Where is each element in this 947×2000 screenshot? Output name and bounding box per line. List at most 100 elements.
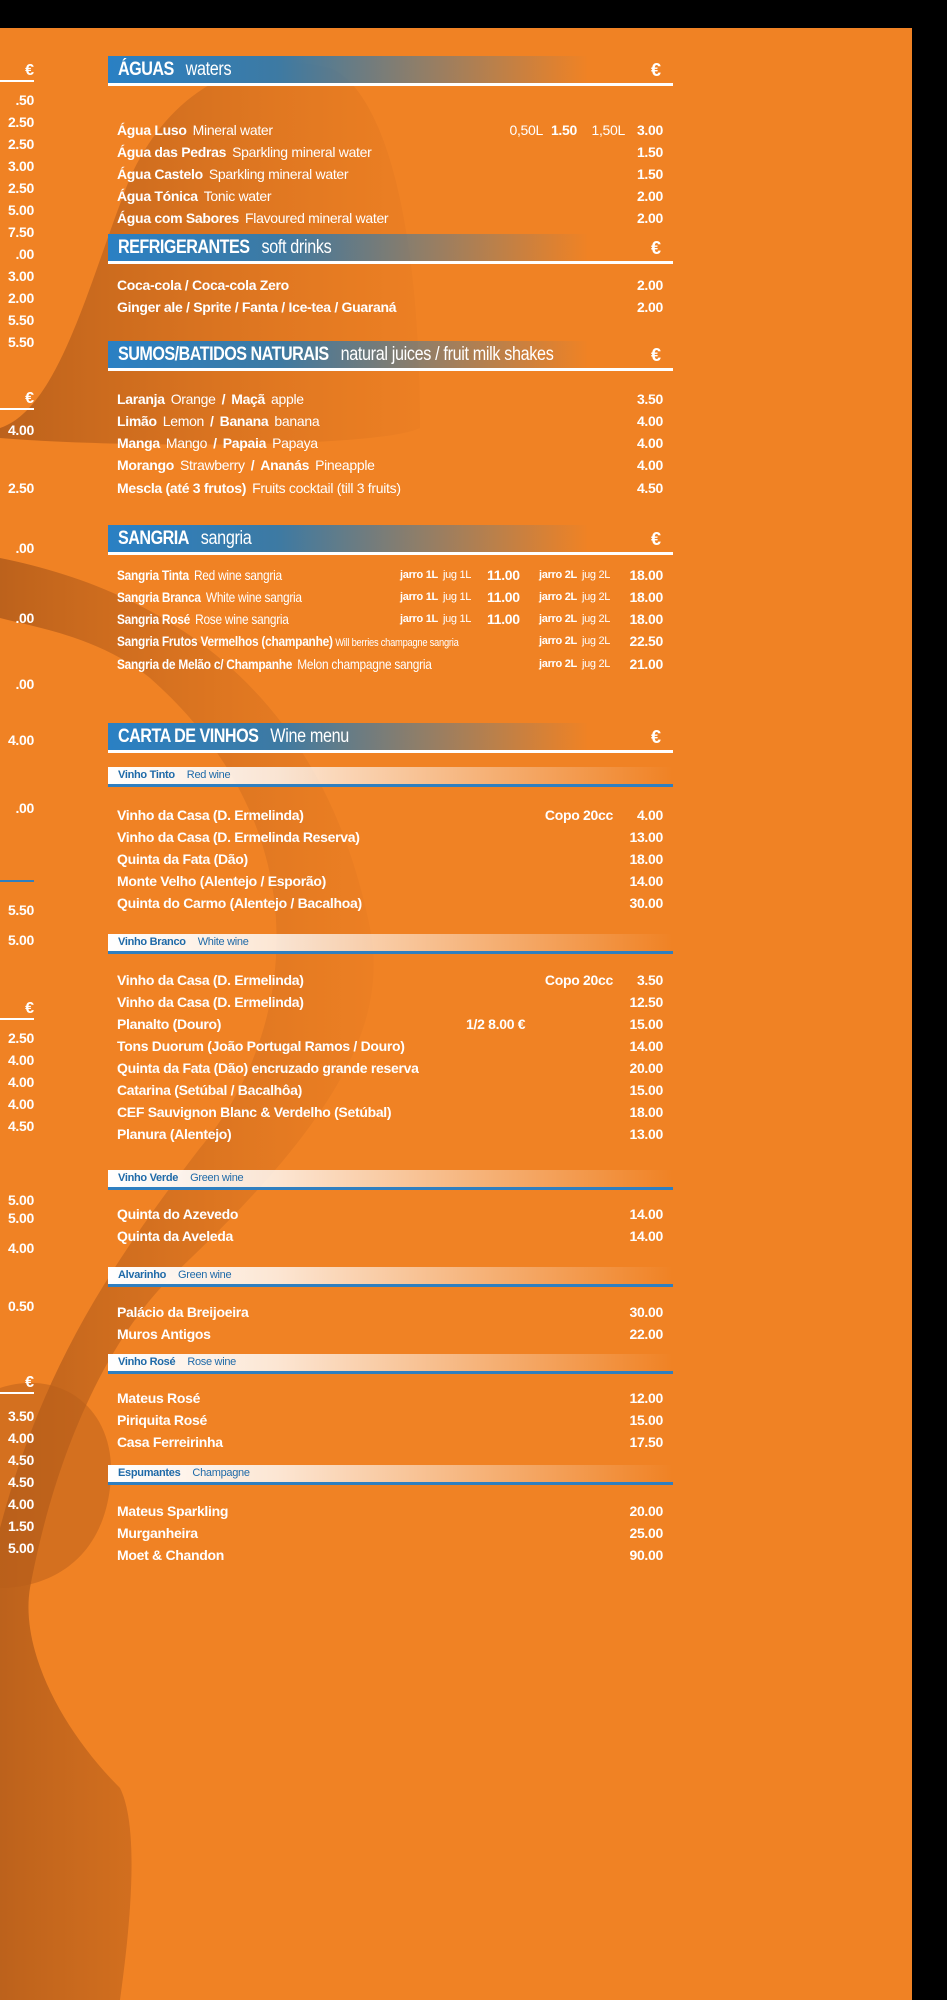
subsection-title: Vinho Tinto Red wine [118, 769, 231, 781]
item-price: 3.00 [636, 122, 663, 138]
left-price: 4.00 [7, 1052, 34, 1068]
left-price: .00 [15, 540, 34, 556]
menu-item-row: Água Luso Mineral water 0,50L 1.50 1,50L 3.00 [117, 122, 663, 144]
euro-currency-label: € [650, 529, 661, 549]
item-price: 22.50 [629, 633, 663, 649]
item-name: Piriquita Rosé [117, 1412, 207, 1428]
item-name: Planura (Alentejo) [117, 1126, 232, 1142]
item-name: Sangria Rosé [117, 611, 191, 627]
item-label: Vinho da Casa (D. Ermelinda) [117, 972, 304, 988]
item-name: Água Castelo [117, 166, 203, 182]
item-name: Sangria Branca [117, 589, 201, 605]
jug-pt: jarro 2L [539, 591, 577, 603]
section-header-waters: ÁGUAS waters € [108, 56, 673, 86]
menu-item-row: Sangria Tinta Red wine sangria jarro 1L jug… [117, 567, 663, 589]
half-bottle-price: 1/2 8.00 € [466, 1016, 526, 1032]
subsection-header: Vinho Verde Green wine [108, 1170, 673, 1190]
jug-2l-label: jarro 2L jug 2L [539, 658, 610, 670]
item-label: Casa Ferreirinha [117, 1434, 223, 1450]
item-label: Manga Mango / Papaia Papaya [117, 435, 318, 451]
jug-pt: jarro 1L [400, 569, 438, 581]
left-price: .00 [15, 676, 34, 692]
menu-item-row: Água Tónica Tonic water 2.00 [117, 188, 663, 210]
item-price: 15.00 [629, 1082, 663, 1098]
menu-item-row: Quinta da Fata (Dão) encruzado grande re… [117, 1060, 663, 1082]
jug-pt: jarro 2L [539, 613, 577, 625]
menu-item-row: Laranja Orange / Maçã apple 3.50 [117, 391, 663, 413]
subsection-title-en: Red wine [186, 769, 231, 781]
menu-item-row: Mateus Rosé 12.00 [117, 1390, 663, 1412]
subsection-title-en: White wine [197, 936, 249, 948]
subsection-title-pt: Vinho Rosé [118, 1356, 176, 1368]
item-label: Mescla (até 3 frutos) Fruits cocktail (ti… [117, 480, 401, 496]
item-name: Sangria Tinta [117, 567, 189, 583]
item-label: CEF Sauvignon Blanc & Verdelho (Setúbal) [117, 1104, 392, 1120]
item-name: Sangria de Melão c/ Champanhe [117, 656, 293, 672]
item-name: Laranja [117, 391, 165, 407]
left-price: 4.50 [7, 1452, 34, 1468]
glass-size-note: Copo 20cc [544, 972, 613, 988]
item-label: Vinho da Casa (D. Ermelinda) [117, 807, 304, 823]
jug-en: jug 2L [581, 658, 611, 670]
euro-currency-label: € [650, 238, 661, 258]
item-name: Quinta da Aveleda [117, 1228, 234, 1244]
item-label: Mateus Rosé [117, 1390, 200, 1406]
item-name-2: Banana [219, 413, 269, 429]
left-price: .50 [15, 92, 34, 108]
item-name-2: Papaia [222, 435, 267, 451]
item-price: 13.00 [629, 1126, 663, 1142]
menu-item-row: Mescla (até 3 frutos) Fruits cocktail (ti… [117, 480, 663, 502]
section-header-wine-menu: CARTA DE VINHOS Wine menu € [108, 723, 673, 753]
menu-item-row: Sangria Rosé Rose wine sangria jarro 1L jug… [117, 611, 663, 633]
menu-page: € .50 2.50 2.50 3.00 2.50 5.00 7.50 .00 3.00 2.00 5… [0, 28, 912, 2000]
section-title-pt: REFRIGERANTES [118, 237, 250, 258]
left-price: .00 [15, 610, 34, 626]
section-title-en: Wine menu [270, 726, 349, 747]
swoosh-bottom [0, 1382, 112, 1588]
item-separator: / [210, 413, 214, 429]
item-description: Mineral water [192, 122, 273, 138]
glass-size-note: Copo 20cc [544, 807, 613, 823]
left-price: 2.50 [7, 180, 34, 196]
left-euro-header: € [0, 62, 34, 82]
left-price: 5.00 [7, 202, 34, 218]
menu-item-row: Palácio da Breijoeira 30.00 [117, 1304, 663, 1326]
item-description-2: Pineapple [315, 457, 375, 473]
item-price: 14.00 [629, 1228, 663, 1244]
size-label: 0,50L [509, 122, 543, 138]
item-label: Catarina (Setúbal / Bacalhôa) [117, 1082, 302, 1098]
item-description: Orange [170, 391, 216, 407]
item-label: Murganheira [117, 1525, 198, 1541]
item-label: Água Luso Mineral water [117, 122, 273, 138]
item-name: Manga [117, 435, 160, 451]
item-label: Água das Pedras Sparkling mineral water [117, 144, 372, 160]
item-price: 12.00 [629, 1390, 663, 1406]
menu-item-row: Manga Mango / Papaia Papaya 4.00 [117, 435, 663, 457]
item-name: Mateus Rosé [117, 1390, 201, 1406]
item-label: Morango Strawberry / Ananás Pineapple [117, 457, 375, 473]
jug-1l-price: 11.00 [487, 611, 520, 627]
item-description: Mango [165, 435, 208, 451]
menu-item-row: Limão Lemon / Banana banana 4.00 [117, 413, 663, 435]
item-name: Catarina (Setúbal / Bacalhôa) [117, 1082, 303, 1098]
menu-item-row: Quinta da Fata (Dão) 18.00 [117, 851, 663, 873]
item-price: 4.00 [636, 435, 663, 451]
jug-en: jug 1L [442, 591, 472, 603]
item-name: Monte Velho (Alentejo / Esporão) [117, 873, 326, 889]
jug-en: jug 2L [581, 613, 611, 625]
menu-item-row: Coca-cola / Coca-cola Zero 2.00 [117, 277, 663, 299]
left-price: 3.00 [7, 268, 34, 284]
section-title-en: natural juices / fruit milk shakes [340, 344, 554, 365]
left-price: 4.00 [7, 1240, 34, 1256]
item-label: Coca-cola / Coca-cola Zero [117, 277, 289, 293]
item-price: 14.00 [629, 1206, 663, 1222]
item-label: Água com Sabores Flavoured mineral water [117, 210, 389, 226]
left-euro-header: € [0, 1374, 34, 1394]
item-price: 1.50 [636, 144, 663, 160]
item-label: Piriquita Rosé [117, 1412, 207, 1428]
item-price: 4.50 [636, 480, 663, 496]
menu-item-row: Monte Velho (Alentejo / Esporão) 14.00 [117, 873, 663, 895]
item-price: 2.00 [636, 277, 663, 293]
left-price: 5.50 [7, 312, 34, 328]
left-price: 4.00 [7, 422, 34, 438]
